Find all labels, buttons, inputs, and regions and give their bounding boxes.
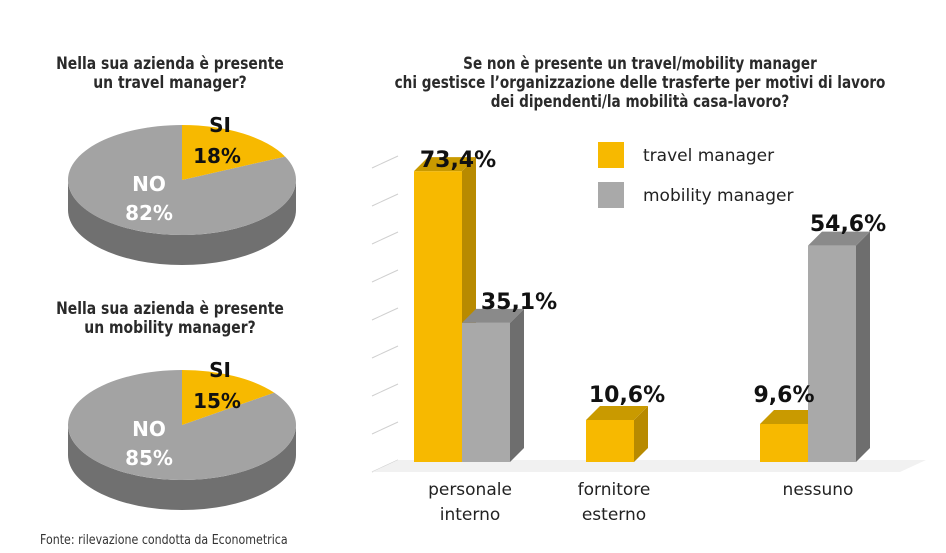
- gridline: [371, 383, 399, 397]
- bar-mobility-0-front: [462, 322, 510, 462]
- gridline: [371, 345, 399, 359]
- pie1-label-si: SI: [209, 113, 231, 137]
- pie2-label-si: SI: [209, 358, 231, 382]
- pie2-group: [67, 370, 296, 510]
- legend-label: mobility manager: [643, 186, 793, 206]
- pie1-value-no: 82%: [125, 201, 173, 225]
- data-label-mobility: 54,6%: [810, 212, 886, 237]
- bar-mobility-2-side: [856, 231, 870, 462]
- gridline: [371, 307, 399, 321]
- pie-travel-title: Nella sua azienda è presente un travel ma…: [47, 55, 293, 93]
- title-line: dei dipendenti/la mobilità casa-lavoro?: [490, 92, 790, 112]
- title-line: Nella sua azienda è presente: [56, 299, 284, 319]
- bar-travel-0-top: [414, 157, 476, 172]
- bar-travel-2-top: [760, 409, 822, 424]
- gridline: [371, 193, 399, 207]
- category-label: personale: [428, 480, 512, 500]
- bar-travel-1-side: [634, 405, 648, 462]
- title-line: Se non è presente un travel/mobility man…: [463, 54, 817, 74]
- bar-chart-title: Se non è presente un travel/mobility man…: [392, 55, 888, 112]
- title-line: un mobility manager?: [84, 318, 256, 338]
- pie2-side: [68, 425, 296, 510]
- pie2-slice-si: [182, 370, 275, 425]
- bar-mobility-2-top: [808, 231, 870, 246]
- chart-floor: [372, 460, 926, 472]
- bar-travel-1-top: [586, 405, 648, 420]
- gridline: [371, 269, 399, 283]
- title-line: un travel manager?: [93, 73, 247, 93]
- gridline: [371, 421, 399, 435]
- pie2-value-si: 15%: [193, 389, 241, 413]
- data-label-travel: 10,6%: [589, 383, 665, 408]
- category-label: fornitore: [578, 480, 651, 500]
- legend-swatch: [598, 142, 624, 168]
- pie1-side: [68, 180, 296, 265]
- pie1-slice-no: [68, 125, 297, 235]
- data-label-travel: 73,4%: [420, 148, 496, 173]
- title-line: chi gestisce l’organizzazione delle tras…: [394, 73, 886, 93]
- bar-travel-2-front: [760, 423, 808, 462]
- category-label: interno: [440, 505, 501, 525]
- legend-swatch: [598, 182, 624, 208]
- pie-mobility-title: Nella sua azienda è presente un mobility …: [47, 300, 293, 338]
- gridline: [371, 231, 399, 245]
- title-line: Nella sua azienda è presente: [56, 54, 284, 74]
- bar-mobility-2-front: [808, 245, 856, 462]
- category-label: esterno: [582, 505, 646, 525]
- pie2-value-no: 85%: [125, 446, 173, 470]
- pie1-value-si: 18%: [193, 144, 241, 168]
- data-label-mobility: 35,1%: [481, 290, 557, 315]
- legend-label: travel manager: [643, 146, 774, 166]
- bar-travel-1-front: [586, 419, 634, 462]
- bar-mobility-0-side: [510, 308, 524, 462]
- pie1-slice-si: [182, 125, 286, 180]
- pie2-label-no: NO: [132, 417, 166, 441]
- category-label: nessuno: [783, 480, 854, 500]
- gridline: [371, 155, 399, 169]
- data-label-travel: 9,6%: [753, 383, 814, 408]
- bar-travel-0-front: [414, 171, 462, 462]
- pie1-label-no: NO: [132, 172, 166, 196]
- source-note: Fonte: rilevazione condotta da Econometr…: [40, 533, 288, 548]
- pie1-group: [68, 125, 297, 265]
- bar-mobility-0-top: [462, 308, 524, 323]
